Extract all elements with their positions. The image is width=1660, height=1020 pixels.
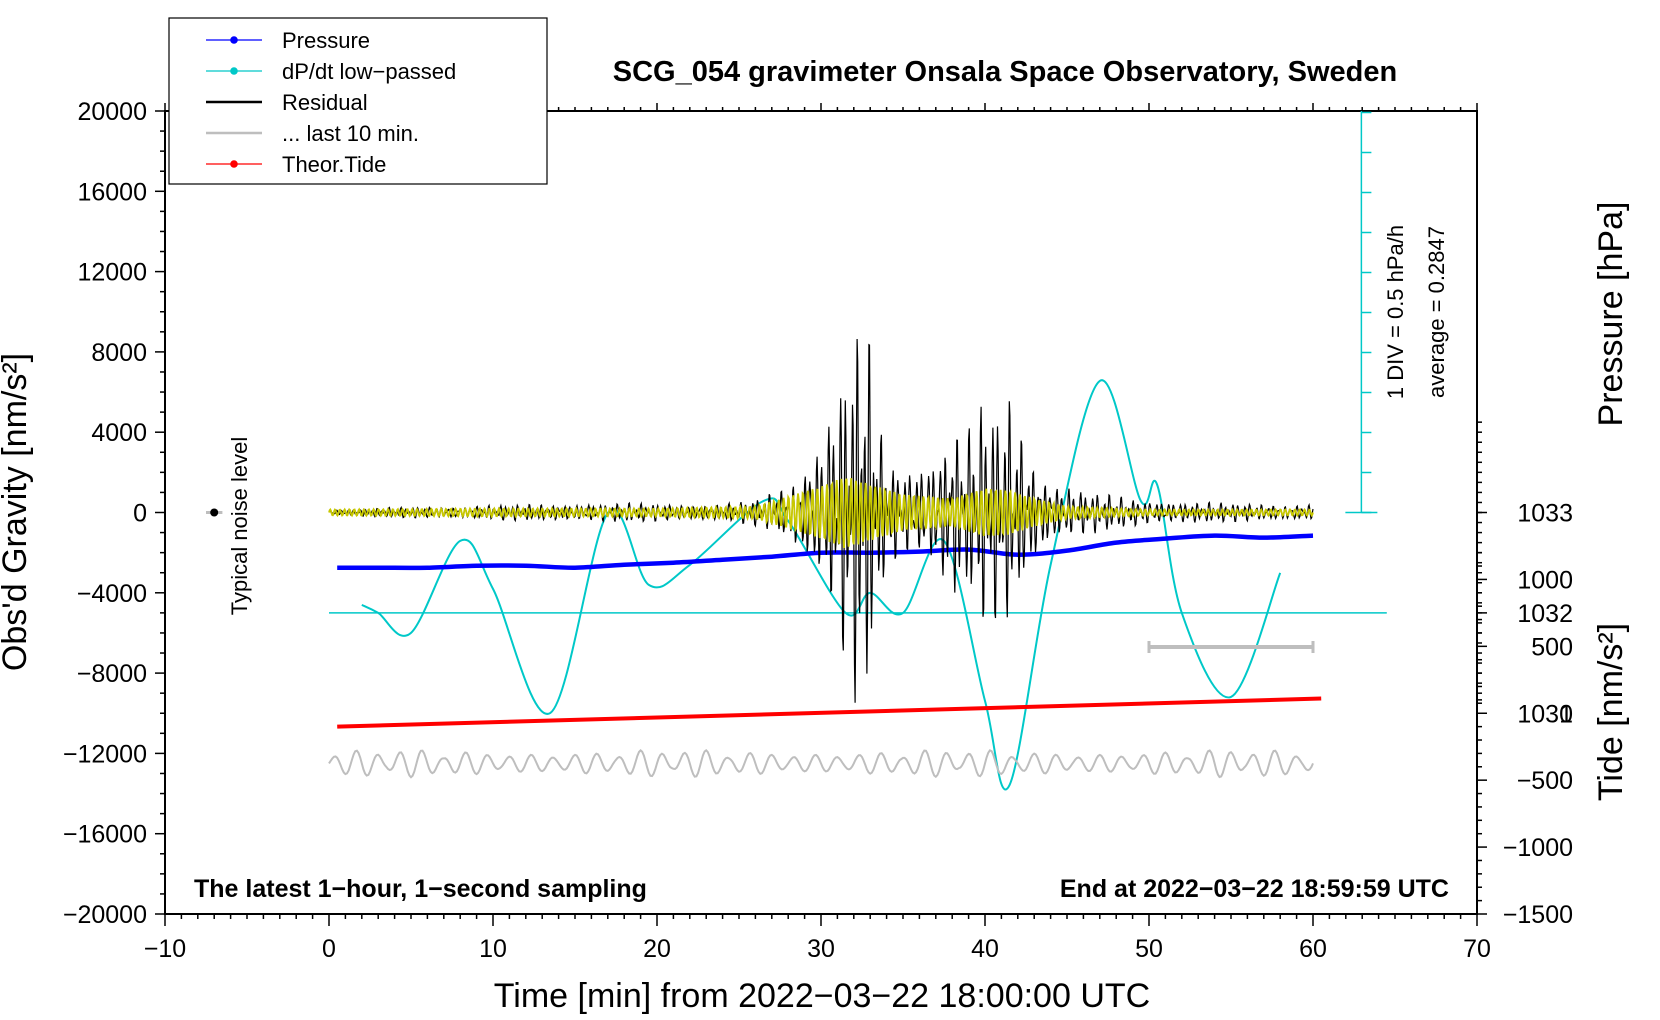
y-tick-label: −12000 [63, 740, 147, 768]
legend-marker [230, 160, 238, 168]
noise-level-label: Typical noise level [227, 437, 252, 616]
legend: Pressure dP/dt low−passed Residual ... last… [168, 17, 548, 185]
y-tick-label: −8000 [77, 660, 147, 688]
x-axis-label: Time [min] from 2022−03−22 18:00:00 UTC [494, 977, 1150, 1015]
x-tick-label: 60 [1299, 935, 1327, 963]
y-axis-label-gravity: Obs'd Gravity [nm/s²] [0, 353, 34, 671]
legend-marker [230, 67, 238, 75]
tide-tick-label: 1000 [1517, 566, 1573, 594]
pressure-tick-label: 1031 [1517, 700, 1573, 728]
series-group [206, 338, 1387, 791]
dpdt-average-label: average = 0.2847 [1424, 226, 1449, 398]
tide-tick-label: 500 [1531, 633, 1573, 661]
pressure-tick-label: 1032 [1517, 600, 1573, 628]
tide-tick-label: −500 [1517, 767, 1573, 795]
dpdt-scale-bar [1345, 111, 1378, 514]
x-tick-label: 10 [479, 935, 507, 963]
y-tick-label: 0 [133, 500, 147, 528]
y-tick-label: 12000 [77, 259, 147, 287]
y-tick-label: 20000 [77, 98, 147, 126]
x-tick-label: 70 [1463, 935, 1491, 963]
tide-tick-label: −1500 [1503, 901, 1573, 929]
y-tick-label: 16000 [77, 178, 147, 206]
y-tick-label: −16000 [63, 821, 147, 849]
series-dpdt-line [361, 379, 1282, 791]
footer-left-text: The latest 1−hour, 1−second sampling [194, 875, 647, 903]
dpdt-scale-label: 1 DIV = 0.5 hPa/h [1383, 225, 1408, 399]
series-last10-line [328, 748, 1314, 779]
tide-tick-label: 0 [1559, 700, 1573, 728]
y-axis-tide: 1000 500 0 −500 −1000 −1500 [1477, 551, 1573, 929]
legend-label: Theor.Tide [282, 152, 386, 177]
y-tick-label: −20000 [63, 901, 147, 929]
frame-ticks [164, 103, 1478, 919]
series-residual-bandpass-line [328, 478, 1314, 548]
y-tick-label: 8000 [91, 339, 147, 367]
x-axis: −10 0 10 20 30 40 50 60 70 [144, 914, 1491, 963]
y-tick-label: 4000 [91, 419, 147, 447]
x-tick-label: −10 [144, 935, 186, 963]
x-tick-label: 50 [1135, 935, 1163, 963]
legend-label: Residual [282, 90, 368, 115]
x-tick-label: 20 [643, 935, 671, 963]
legend-marker [230, 36, 238, 44]
y-axis-label-tide: Tide [nm/s²] [1592, 623, 1630, 801]
footer-right-text: End at 2022−03−22 18:59:59 UTC [1060, 875, 1449, 903]
tide-tick-label: −1000 [1503, 834, 1573, 862]
series-pressure-line [337, 533, 1314, 571]
y-tick-label: −4000 [77, 580, 147, 608]
y-axis-gravity: 20000 16000 12000 8000 4000 0 −4000 −8000 −12000… [63, 98, 165, 929]
y-axis-pressure: 1033 1032 1031 [1477, 421, 1573, 728]
series-tide-line [337, 696, 1322, 729]
legend-label: ... last 10 min. [282, 121, 419, 146]
legend-label: dP/dt low−passed [282, 59, 456, 84]
y-axis-label-pressure: Pressure [hPa] [1592, 202, 1630, 427]
x-tick-label: 30 [807, 935, 835, 963]
pressure-tick-label: 1033 [1517, 500, 1573, 528]
legend-label: Pressure [282, 28, 370, 53]
x-tick-label: 0 [322, 935, 336, 963]
noise-level-marker [210, 508, 219, 517]
chart-title: SCG_054 gravimeter Onsala Space Observat… [613, 56, 1397, 88]
x-tick-label: 40 [971, 935, 999, 963]
